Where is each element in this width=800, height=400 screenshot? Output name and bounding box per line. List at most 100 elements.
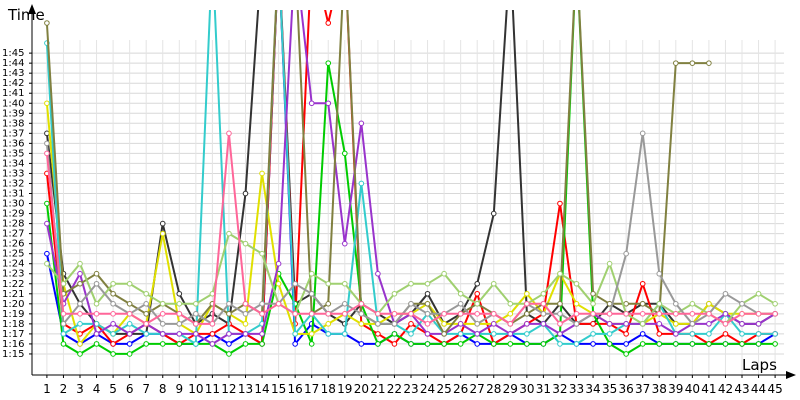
x-tick-label: 11 — [205, 382, 220, 396]
data-point — [226, 301, 232, 307]
data-point — [325, 60, 332, 66]
data-point — [93, 311, 100, 317]
data-point — [126, 351, 133, 357]
data-point — [441, 311, 447, 317]
data-point — [408, 301, 414, 307]
data-point — [110, 341, 116, 347]
x-tick-label: 31 — [536, 382, 551, 396]
data-point — [358, 120, 365, 127]
data-point — [77, 351, 83, 357]
data-point — [424, 280, 431, 287]
data-point — [93, 270, 100, 277]
data-point — [590, 331, 596, 337]
data-point — [44, 260, 50, 267]
data-point — [358, 311, 365, 317]
data-point — [259, 170, 265, 177]
data-point — [524, 311, 530, 317]
y-tick-label: 1:25 — [2, 249, 24, 260]
x-tick-label: 8 — [159, 382, 167, 396]
data-point — [126, 301, 133, 307]
data-point — [308, 331, 315, 337]
data-point — [457, 301, 464, 307]
x-tick-label: 27 — [470, 382, 485, 396]
data-point — [110, 351, 116, 357]
data-point — [325, 311, 332, 317]
data-point — [623, 321, 629, 327]
y-tick-label: 1:38 — [2, 118, 24, 129]
data-point — [424, 311, 431, 317]
data-point — [557, 270, 563, 277]
data-point — [573, 341, 580, 347]
data-point — [457, 341, 464, 347]
data-point — [391, 341, 398, 347]
data-point — [706, 301, 712, 307]
data-point — [44, 150, 50, 157]
data-point — [143, 331, 149, 337]
data-point — [474, 331, 481, 337]
data-point — [524, 301, 530, 307]
data-point — [93, 341, 100, 347]
data-point — [656, 301, 663, 307]
x-tick-label: 37 — [635, 382, 650, 396]
data-point — [689, 60, 696, 66]
data-point — [341, 331, 348, 337]
data-point — [176, 331, 183, 337]
data-point — [242, 311, 249, 317]
data-point — [193, 311, 199, 317]
data-point — [308, 270, 315, 277]
data-point — [275, 280, 282, 287]
x-tick-label: 29 — [503, 382, 518, 396]
data-point — [60, 311, 67, 317]
data-point — [722, 331, 729, 337]
data-point — [540, 321, 547, 327]
data-point — [490, 280, 497, 287]
y-axis-title: Time — [7, 6, 45, 24]
data-point — [606, 321, 613, 327]
data-point — [391, 331, 398, 337]
data-point — [739, 321, 745, 327]
data-point — [77, 260, 83, 267]
data-point — [524, 341, 530, 347]
data-point — [193, 331, 199, 337]
data-point — [639, 280, 646, 287]
y-tick-label: 1:45 — [2, 48, 24, 59]
data-point — [226, 331, 232, 337]
y-tick-label: 1:39 — [2, 108, 24, 119]
x-tick-label: 30 — [519, 382, 534, 396]
y-tick-label: 1:41 — [2, 88, 24, 99]
x-tick-label: 5 — [109, 382, 117, 396]
data-point — [656, 311, 663, 317]
data-point — [673, 331, 679, 337]
data-point — [93, 331, 100, 337]
data-point — [590, 341, 596, 347]
data-point — [242, 321, 249, 327]
y-tick-label: 1:26 — [2, 239, 24, 250]
data-point — [176, 290, 183, 297]
x-tick-label: 13 — [238, 382, 253, 396]
data-point — [623, 311, 629, 317]
data-point — [325, 301, 332, 307]
x-tick-label: 33 — [569, 382, 584, 396]
data-point — [474, 321, 481, 327]
data-point — [325, 280, 332, 287]
data-point — [193, 321, 199, 327]
data-point — [722, 311, 729, 317]
plot-area — [44, 10, 778, 357]
data-point — [689, 321, 696, 327]
x-tick-label: 24 — [420, 382, 435, 396]
x-tick-label: 38 — [652, 382, 667, 396]
data-point — [441, 321, 447, 327]
x-tick-label: 9 — [175, 382, 183, 396]
data-point — [126, 341, 133, 347]
x-tick-label: 34 — [585, 382, 600, 396]
x-tick-label: 21 — [370, 382, 385, 396]
data-point — [739, 341, 745, 347]
data-point — [590, 321, 596, 327]
data-point — [60, 280, 67, 287]
data-point — [110, 331, 116, 337]
data-point — [689, 301, 696, 307]
data-point — [623, 351, 629, 357]
data-point — [490, 321, 497, 327]
data-point — [507, 321, 514, 327]
data-point — [226, 230, 232, 237]
